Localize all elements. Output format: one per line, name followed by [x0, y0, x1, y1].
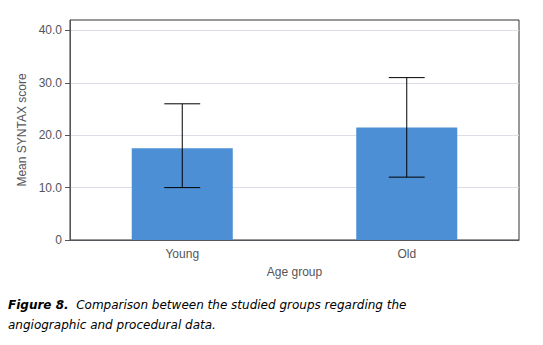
svg-text:20.0: 20.0	[39, 128, 63, 142]
svg-text:Figure 8.: Figure 8.	[8, 298, 69, 312]
svg-text:Old: Old	[397, 247, 416, 261]
svg-text:10.0: 10.0	[39, 181, 63, 195]
svg-text:Comparison between the studied: Comparison between the studied groups re…	[69, 298, 407, 312]
svg-text:40.0: 40.0	[39, 23, 63, 37]
svg-text:0: 0	[55, 233, 62, 247]
svg-text:Mean SYNTAX score: Mean SYNTAX score	[15, 73, 29, 186]
svg-text:angiographic and procedural da: angiographic and procedural data.	[8, 318, 216, 332]
svg-text:Age group: Age group	[267, 265, 323, 279]
svg-text:30.0: 30.0	[39, 76, 63, 90]
svg-text:Young: Young	[165, 247, 199, 261]
